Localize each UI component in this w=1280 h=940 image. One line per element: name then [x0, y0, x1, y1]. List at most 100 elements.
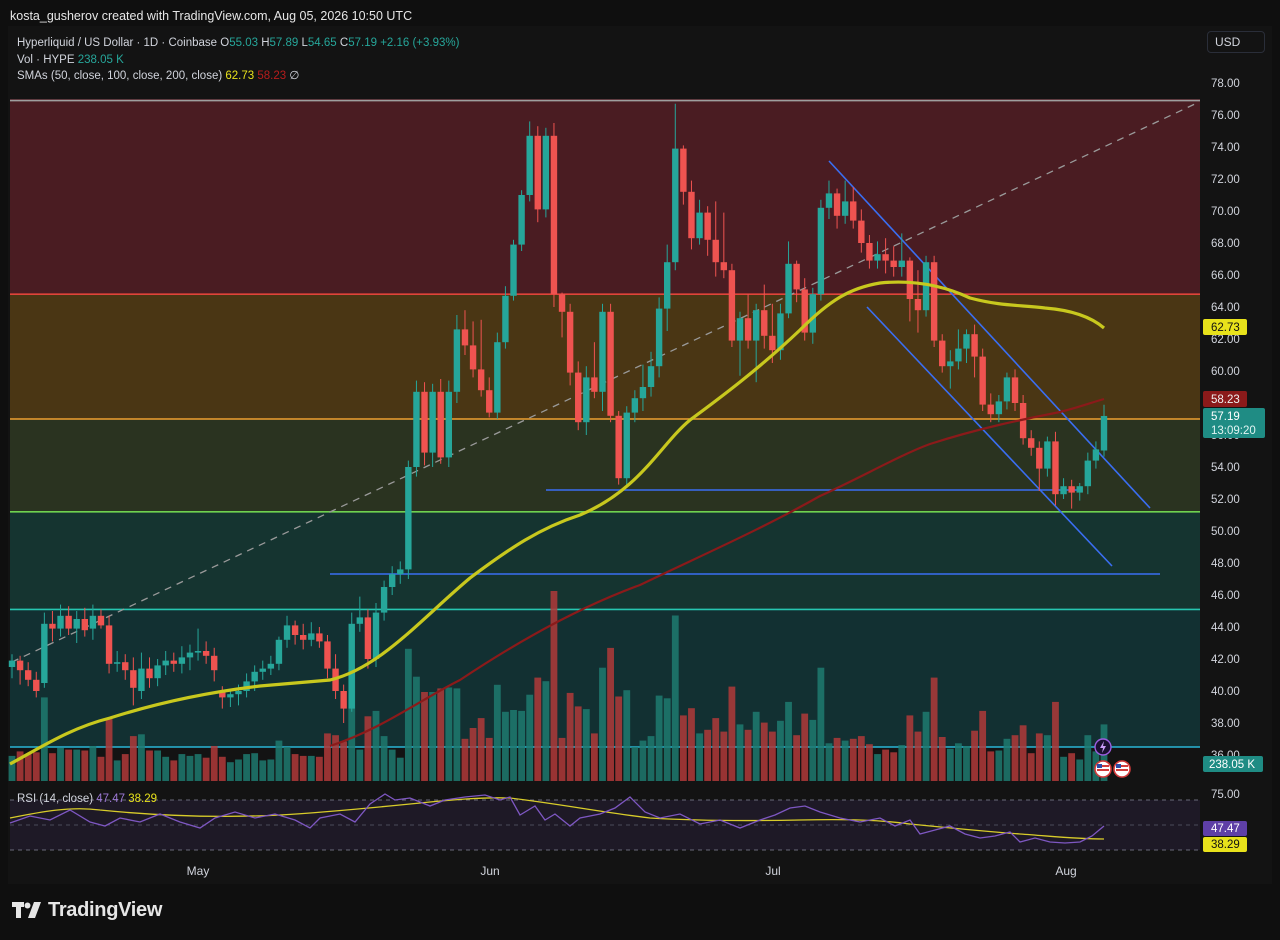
candle-body[interactable]: [146, 668, 153, 679]
candle-body[interactable]: [639, 387, 647, 399]
rsi-label[interactable]: RSI (14, close): [17, 793, 94, 805]
candle-body[interactable]: [41, 623, 48, 683]
candle-body[interactable]: [356, 617, 364, 624]
candle-body[interactable]: [534, 135, 541, 210]
candle-body[interactable]: [324, 641, 331, 669]
candle-body[interactable]: [510, 244, 517, 296]
candle-body[interactable]: [364, 617, 372, 659]
candle-body[interactable]: [89, 615, 97, 629]
candle-body[interactable]: [801, 289, 808, 333]
candle-body[interactable]: [8, 660, 16, 667]
candle-body[interactable]: [672, 148, 679, 263]
candle-body[interactable]: [186, 652, 194, 658]
candle-body[interactable]: [1084, 460, 1092, 487]
candle-body[interactable]: [809, 294, 816, 333]
candle-body[interactable]: [866, 243, 873, 261]
candle-body[interactable]: [793, 263, 800, 290]
candle-body[interactable]: [1068, 486, 1075, 493]
candle-body[interactable]: [575, 372, 582, 423]
candle-body[interactable]: [405, 467, 412, 570]
candle-body[interactable]: [526, 135, 533, 195]
candle-body[interactable]: [817, 207, 825, 295]
candle-body[interactable]: [73, 619, 80, 629]
candle-body[interactable]: [340, 691, 347, 709]
candle-body[interactable]: [219, 691, 226, 698]
candle-body[interactable]: [607, 311, 614, 416]
candle-body[interactable]: [987, 404, 994, 415]
candle-body[interactable]: [890, 260, 897, 267]
candle-body[interactable]: [882, 254, 889, 261]
candle-body[interactable]: [57, 615, 64, 629]
candle-body[interactable]: [1100, 415, 1108, 451]
candle-body[interactable]: [437, 391, 444, 458]
candle-body[interactable]: [122, 662, 129, 671]
candle-body[interactable]: [777, 313, 784, 351]
candle-body[interactable]: [24, 670, 32, 680]
candle-body[interactable]: [833, 193, 841, 216]
tradingview-logo[interactable]: TradingView: [12, 899, 162, 922]
candle-body[interactable]: [477, 369, 485, 391]
candle-body[interactable]: [65, 615, 72, 629]
candle-body[interactable]: [308, 633, 315, 640]
candle-body[interactable]: [227, 694, 234, 698]
candle-body[interactable]: [283, 625, 291, 640]
candle-body[interactable]: [267, 663, 275, 669]
candle-body[interactable]: [736, 318, 744, 341]
candle-body[interactable]: [874, 254, 881, 261]
candle-body[interactable]: [744, 318, 752, 341]
candle-body[interactable]: [963, 334, 970, 349]
candle-body[interactable]: [421, 391, 428, 453]
candle-body[interactable]: [922, 262, 930, 311]
candle-body[interactable]: [664, 262, 671, 309]
candle-body[interactable]: [906, 260, 914, 299]
candle-body[interactable]: [696, 212, 703, 239]
candle-body[interactable]: [178, 657, 186, 664]
candle-body[interactable]: [502, 295, 509, 343]
candle-body[interactable]: [971, 334, 978, 357]
candle-body[interactable]: [785, 263, 792, 314]
candle-body[interactable]: [1044, 441, 1051, 469]
candle-body[interactable]: [413, 391, 420, 467]
candle-body[interactable]: [647, 366, 655, 387]
candle-body[interactable]: [397, 569, 404, 575]
candle-body[interactable]: [655, 308, 663, 367]
candle-body[interactable]: [939, 340, 946, 367]
candle-body[interactable]: [81, 619, 88, 631]
candle-body[interactable]: [113, 662, 121, 664]
candle-body[interactable]: [33, 679, 40, 691]
candle-body[interactable]: [300, 635, 307, 640]
candle-body[interactable]: [761, 310, 768, 336]
candle-body[interactable]: [494, 342, 501, 413]
candle-body[interactable]: [550, 135, 558, 295]
candle-body[interactable]: [348, 623, 355, 709]
candle-body[interactable]: [680, 148, 687, 192]
candle-body[interactable]: [259, 668, 266, 672]
sma-label[interactable]: SMAs (50, close, 100, close, 200, close): [17, 70, 223, 82]
candle-body[interactable]: [1092, 449, 1100, 461]
candle-body[interactable]: [955, 348, 962, 362]
candle-body[interactable]: [558, 294, 566, 312]
candle-body[interactable]: [1036, 447, 1043, 469]
candle-body[interactable]: [138, 668, 145, 691]
candle-body[interactable]: [542, 135, 550, 210]
candle-body[interactable]: [380, 587, 388, 613]
candle-body[interactable]: [728, 270, 736, 341]
candle-body[interactable]: [1028, 438, 1035, 448]
candle-body[interactable]: [712, 239, 719, 263]
candle-body[interactable]: [518, 195, 525, 245]
candle-body[interactable]: [97, 615, 105, 626]
candle-body[interactable]: [194, 651, 202, 653]
candle-body[interactable]: [49, 623, 56, 629]
candle-body[interactable]: [275, 639, 283, 664]
candle-body[interactable]: [291, 625, 299, 635]
candle-body[interactable]: [825, 193, 833, 208]
candle-body[interactable]: [930, 262, 938, 341]
candle-body[interactable]: [979, 356, 986, 405]
candle-body[interactable]: [898, 260, 905, 267]
candle-body[interactable]: [704, 212, 711, 240]
candle-body[interactable]: [235, 691, 242, 695]
candle-body[interactable]: [445, 391, 452, 458]
candle-body[interactable]: [1011, 377, 1019, 403]
candle-body[interactable]: [583, 377, 590, 423]
